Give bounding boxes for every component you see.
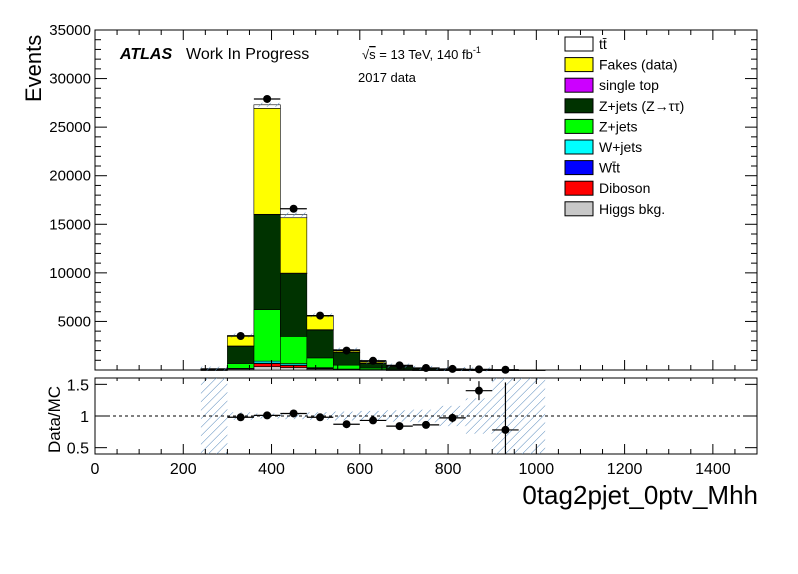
ratio-point-4: [342, 420, 351, 429]
main-ytick-label-4: 25000: [49, 119, 91, 136]
ratio-y-axis-label: Data/MC: [45, 386, 64, 453]
stack-bar-1-2: [253, 363, 281, 367]
legend-swatch-5: [564, 139, 594, 155]
legend-swatch-0: [564, 36, 594, 52]
ratio-point-8: [448, 413, 457, 422]
stack-bar-7-3: [280, 217, 308, 274]
ratio-ytick-label-1: 1: [80, 409, 89, 426]
legend-swatch-6: [564, 160, 594, 176]
stack-uncertainty-3: [280, 212, 307, 217]
legend-swatch-3: [564, 98, 594, 114]
ratio-point-9: [474, 386, 483, 395]
stack-bar-5-1: [227, 345, 255, 364]
ratio-band-5: [333, 411, 360, 421]
ratio-point-0: [236, 413, 245, 422]
legend-label-0: tt̄: [599, 36, 607, 52]
stack-bar-4-3: [280, 336, 308, 364]
legend-label-1: Fakes (data): [599, 57, 678, 73]
ratio-xtick-label-5: 1000: [519, 461, 555, 478]
ratio-xtick-label-3: 600: [346, 461, 373, 478]
ratio-point-3: [316, 413, 325, 422]
legend-swatch-8: [564, 201, 594, 217]
main-ytick-label-1: 10000: [49, 265, 91, 282]
ratio-band-7: [386, 410, 413, 422]
ratio-xtick-label-6: 1200: [607, 461, 643, 478]
data-point-2: [289, 204, 298, 213]
ratio-band-11: [492, 378, 546, 454]
legend-swatch-2: [564, 77, 594, 93]
legend-label-6: Wt̄t: [599, 160, 620, 176]
data-point-9: [474, 365, 483, 374]
main-ytick-label-3: 20000: [49, 168, 91, 185]
legend-label-2: single top: [599, 77, 659, 93]
stack-bar-7-12: [518, 369, 546, 371]
stack-bar-7-2: [253, 108, 281, 215]
svg-text:√s = 13 TeV, 140 fb-1: √s = 13 TeV, 140 fb-1: [362, 45, 481, 62]
ratio-xtick-label-7: 1400: [695, 461, 731, 478]
ratio-point-1: [263, 411, 272, 420]
energy-lumi-label: √s = 13 TeV, 140 fb-1: [362, 45, 481, 62]
legend-label-8: Higgs bkg.: [599, 201, 665, 217]
data-point-4: [342, 346, 351, 355]
legend-swatch-1: [564, 57, 594, 73]
data-point-8: [448, 364, 457, 373]
legend-label-5: W+jets: [599, 139, 642, 155]
ratio-ytick-label-0: 0.5: [67, 441, 89, 458]
ratio-ytick-label-2: 1.5: [67, 377, 89, 394]
main-ytick-label-2: 15000: [49, 216, 91, 233]
legend-label-3: Z+jets (Z→ττ): [599, 98, 684, 114]
data-point-10: [501, 365, 510, 374]
legend-swatch-7: [564, 180, 594, 196]
x-axis-label: 0tag2pjet_0ptv_Mhh: [522, 480, 758, 510]
stack-bar-5-4: [306, 329, 334, 359]
data-point-1: [263, 94, 272, 103]
ratio-point-5: [369, 416, 378, 425]
ratio-point-10: [501, 425, 510, 434]
ratio-xtick-label-0: 0: [91, 461, 100, 478]
stack-uncertainty-2: [253, 102, 281, 107]
energy-lumi-text: = 13 TeV, 140 fb: [376, 47, 473, 62]
legend: tt̄ Fakes (data) single top Z+jets (Z→ττ) Z+…: [564, 36, 684, 217]
ratio-point-6: [395, 422, 404, 431]
legend-label-7: Diboson: [599, 180, 650, 196]
stack-bar-5-2: [253, 214, 281, 310]
atlas-label: ATLAS: [119, 46, 172, 63]
stack-bar-4-4: [306, 357, 334, 368]
ratio-point-2: [289, 409, 298, 418]
main-ytick-label-5: 30000: [49, 71, 91, 88]
status-label: Work In Progress: [186, 46, 309, 63]
ratio-xtick-label-1: 200: [170, 461, 197, 478]
main-ytick-label-6: 35000: [49, 22, 91, 39]
sqrt-s-text: s: [369, 47, 376, 62]
stack-uncertainty-0: [200, 366, 228, 371]
stack-bar-5-3: [280, 272, 308, 337]
legend-label-4: Z+jets: [599, 118, 638, 134]
data-point-5: [369, 356, 378, 365]
data-point-0: [236, 332, 245, 340]
ratio-xtick-label-4: 800: [435, 461, 462, 478]
ratio-xtick-label-2: 400: [258, 461, 285, 478]
data-point-3: [316, 311, 325, 320]
main-ytick-label-0: 5000: [58, 313, 91, 330]
ratio-point-7: [422, 420, 430, 429]
stack-bar-4-2: [253, 309, 281, 362]
data-point-6: [395, 361, 404, 370]
stack-bar-0-2: [253, 366, 281, 371]
lumi-exponent-text: -1: [473, 45, 481, 55]
main-y-axis-label: Events: [21, 35, 46, 102]
legend-swatch-4: [564, 118, 594, 134]
dataset-label: 2017 data: [358, 70, 417, 85]
